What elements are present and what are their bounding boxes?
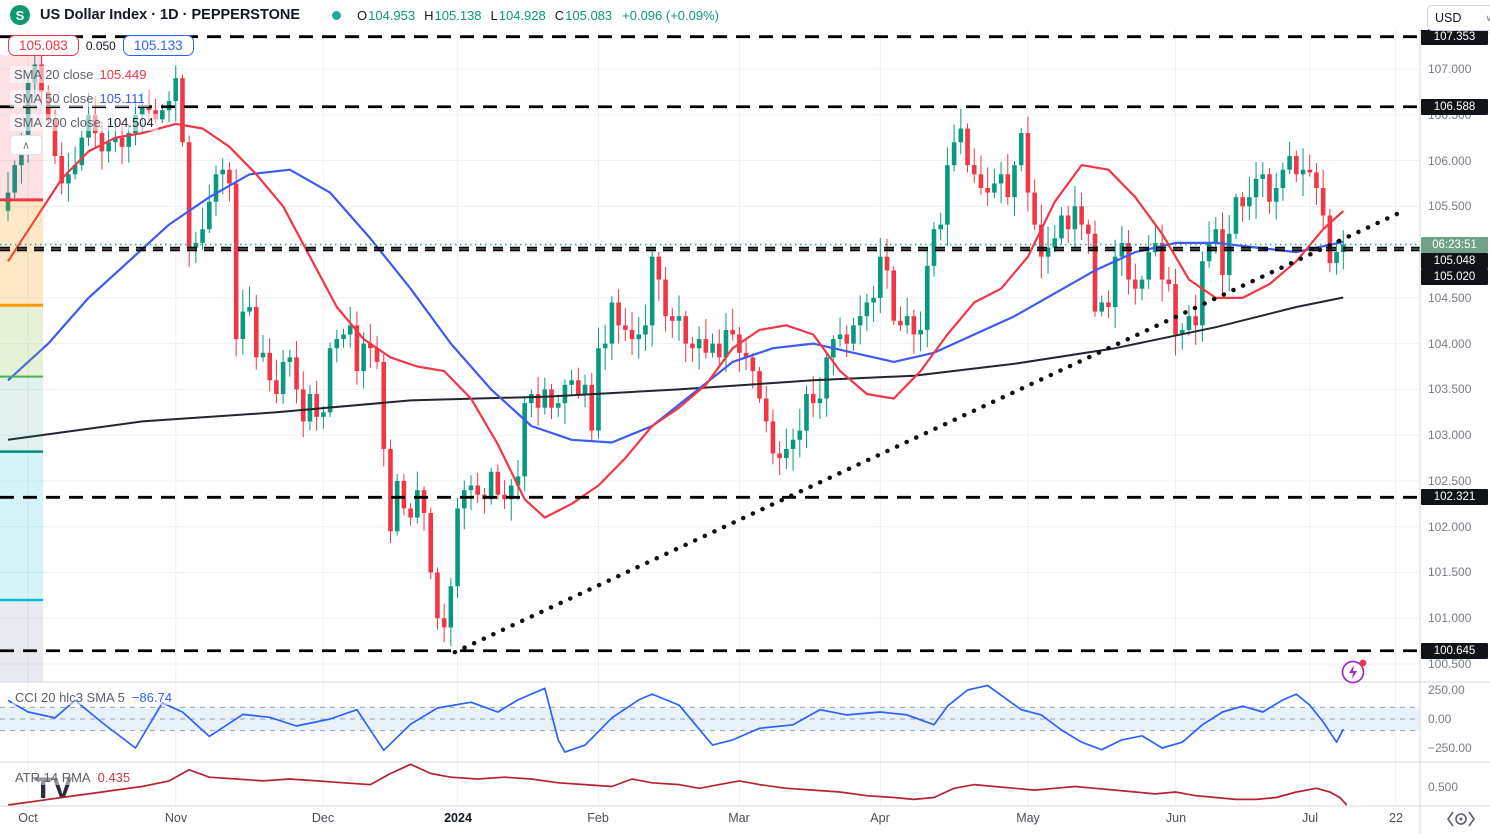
price-scale-settings-icon[interactable] bbox=[1444, 808, 1478, 834]
price-axis-tick[interactable]: 103.000 bbox=[1428, 428, 1472, 442]
price-axis-tick[interactable]: 105.500 bbox=[1428, 199, 1472, 213]
ohlc-readout: O104.953 H105.138 L104.928 C105.083 +0.0… bbox=[357, 8, 719, 23]
bar-countdown-badge: 06:23:51 bbox=[1421, 237, 1488, 253]
price-level-badge: 105.020 bbox=[1421, 269, 1488, 285]
close-value: C105.083 bbox=[554, 7, 613, 23]
time-axis-month-label[interactable]: Apr bbox=[870, 811, 890, 825]
time-axis-month-label[interactable]: Nov bbox=[164, 811, 188, 825]
open-value: O104.953 bbox=[357, 7, 416, 23]
currency-unit-dropdown[interactable]: USD ∨ bbox=[1427, 5, 1490, 31]
price-axis-tick[interactable]: 103.500 bbox=[1428, 382, 1472, 396]
atr-value: 0.435 bbox=[97, 770, 131, 785]
time-axis-month-label[interactable]: Oct bbox=[18, 811, 38, 825]
price-level-badge: 107.353 bbox=[1421, 29, 1488, 45]
time-axis-date-label[interactable]: 22 bbox=[1389, 811, 1403, 825]
time-axis-month-label[interactable]: Jul bbox=[1302, 811, 1318, 825]
atr-axis-tick[interactable]: 0.500 bbox=[1428, 780, 1459, 794]
trendline[interactable] bbox=[452, 209, 1404, 655]
price-axis-tick[interactable]: 104.000 bbox=[1428, 337, 1472, 351]
change-value: +0.096 (+0.09%) bbox=[622, 7, 719, 23]
cci-axis-tick[interactable]: −250.00 bbox=[1428, 741, 1472, 755]
sma-line[interactable] bbox=[7, 168, 1344, 444]
cci-value: −86.74 bbox=[131, 690, 172, 705]
time-axis-month-label[interactable]: Dec bbox=[311, 811, 335, 825]
atr-pane-legend[interactable]: ATR 14 RMA 0.435 bbox=[12, 770, 134, 785]
legend-sma50[interactable]: SMA 50 close 105.111 bbox=[10, 90, 149, 107]
price-level-badge: 102.321 bbox=[1421, 489, 1488, 505]
time-axis-month-label[interactable]: 2024 bbox=[444, 811, 472, 825]
price-axis-tick[interactable]: 106.000 bbox=[1428, 154, 1472, 168]
price-axis-tick[interactable]: 101.000 bbox=[1428, 611, 1472, 625]
sma-line[interactable] bbox=[7, 122, 1345, 519]
buy-ask-button[interactable]: 105.133 bbox=[122, 35, 194, 56]
price-level-badge: 100.645 bbox=[1421, 643, 1488, 659]
price-axis-tick[interactable]: 100.500 bbox=[1428, 657, 1472, 671]
time-axis-month-label[interactable]: Jun bbox=[1165, 811, 1187, 825]
legend-sma20[interactable]: SMA 20 close 105.449 bbox=[10, 66, 151, 83]
cci-pane-legend[interactable]: CCI 20 hlc3 SMA 5 −86.74 bbox=[12, 690, 175, 705]
sma-line[interactable] bbox=[7, 296, 1344, 441]
order-panel: 105.083 0.050 105.133 bbox=[8, 35, 194, 56]
price-axis-tick[interactable]: 107.000 bbox=[1428, 62, 1472, 76]
price-axis-tick[interactable]: 102.000 bbox=[1428, 520, 1472, 534]
price-axis-tick[interactable]: 104.500 bbox=[1428, 291, 1472, 305]
chevron-down-icon: ∨ bbox=[1485, 12, 1490, 23]
market-status-icon[interactable] bbox=[332, 10, 341, 20]
cci-axis-tick[interactable]: 250.00 bbox=[1428, 683, 1465, 697]
collapse-legend-button[interactable]: ∧ bbox=[10, 135, 42, 155]
time-axis-month-label[interactable]: Mar bbox=[728, 811, 750, 825]
symbol-title[interactable]: US Dollar Index · 1D · PEPPERSTONE bbox=[40, 7, 300, 23]
price-axis-tick[interactable]: 102.500 bbox=[1428, 474, 1472, 488]
high-value: H105.138 bbox=[424, 7, 482, 23]
chart-header: S US Dollar Index · 1D · PEPPERSTONE O10… bbox=[0, 0, 1428, 30]
legend-sma200[interactable]: SMA 200 close 104.504 bbox=[10, 114, 158, 131]
symbol-logo-icon[interactable]: S bbox=[10, 5, 30, 25]
cci-axis-tick[interactable]: 0.00 bbox=[1428, 712, 1452, 726]
price-axis-tick[interactable]: 101.500 bbox=[1428, 565, 1472, 579]
spread-value: 0.050 bbox=[85, 38, 116, 53]
sell-bid-button[interactable]: 105.083 bbox=[8, 35, 79, 56]
boost-lightning-icon[interactable] bbox=[1340, 657, 1368, 690]
price-level-badge: 106.588 bbox=[1421, 99, 1488, 115]
time-axis-month-label[interactable]: May bbox=[1016, 811, 1040, 825]
chevron-up-icon: ∧ bbox=[21, 139, 31, 152]
time-axis-month-label[interactable]: Feb bbox=[587, 811, 609, 825]
low-value: L104.928 bbox=[490, 7, 546, 23]
price-level-badge: 105.048 bbox=[1421, 253, 1488, 269]
